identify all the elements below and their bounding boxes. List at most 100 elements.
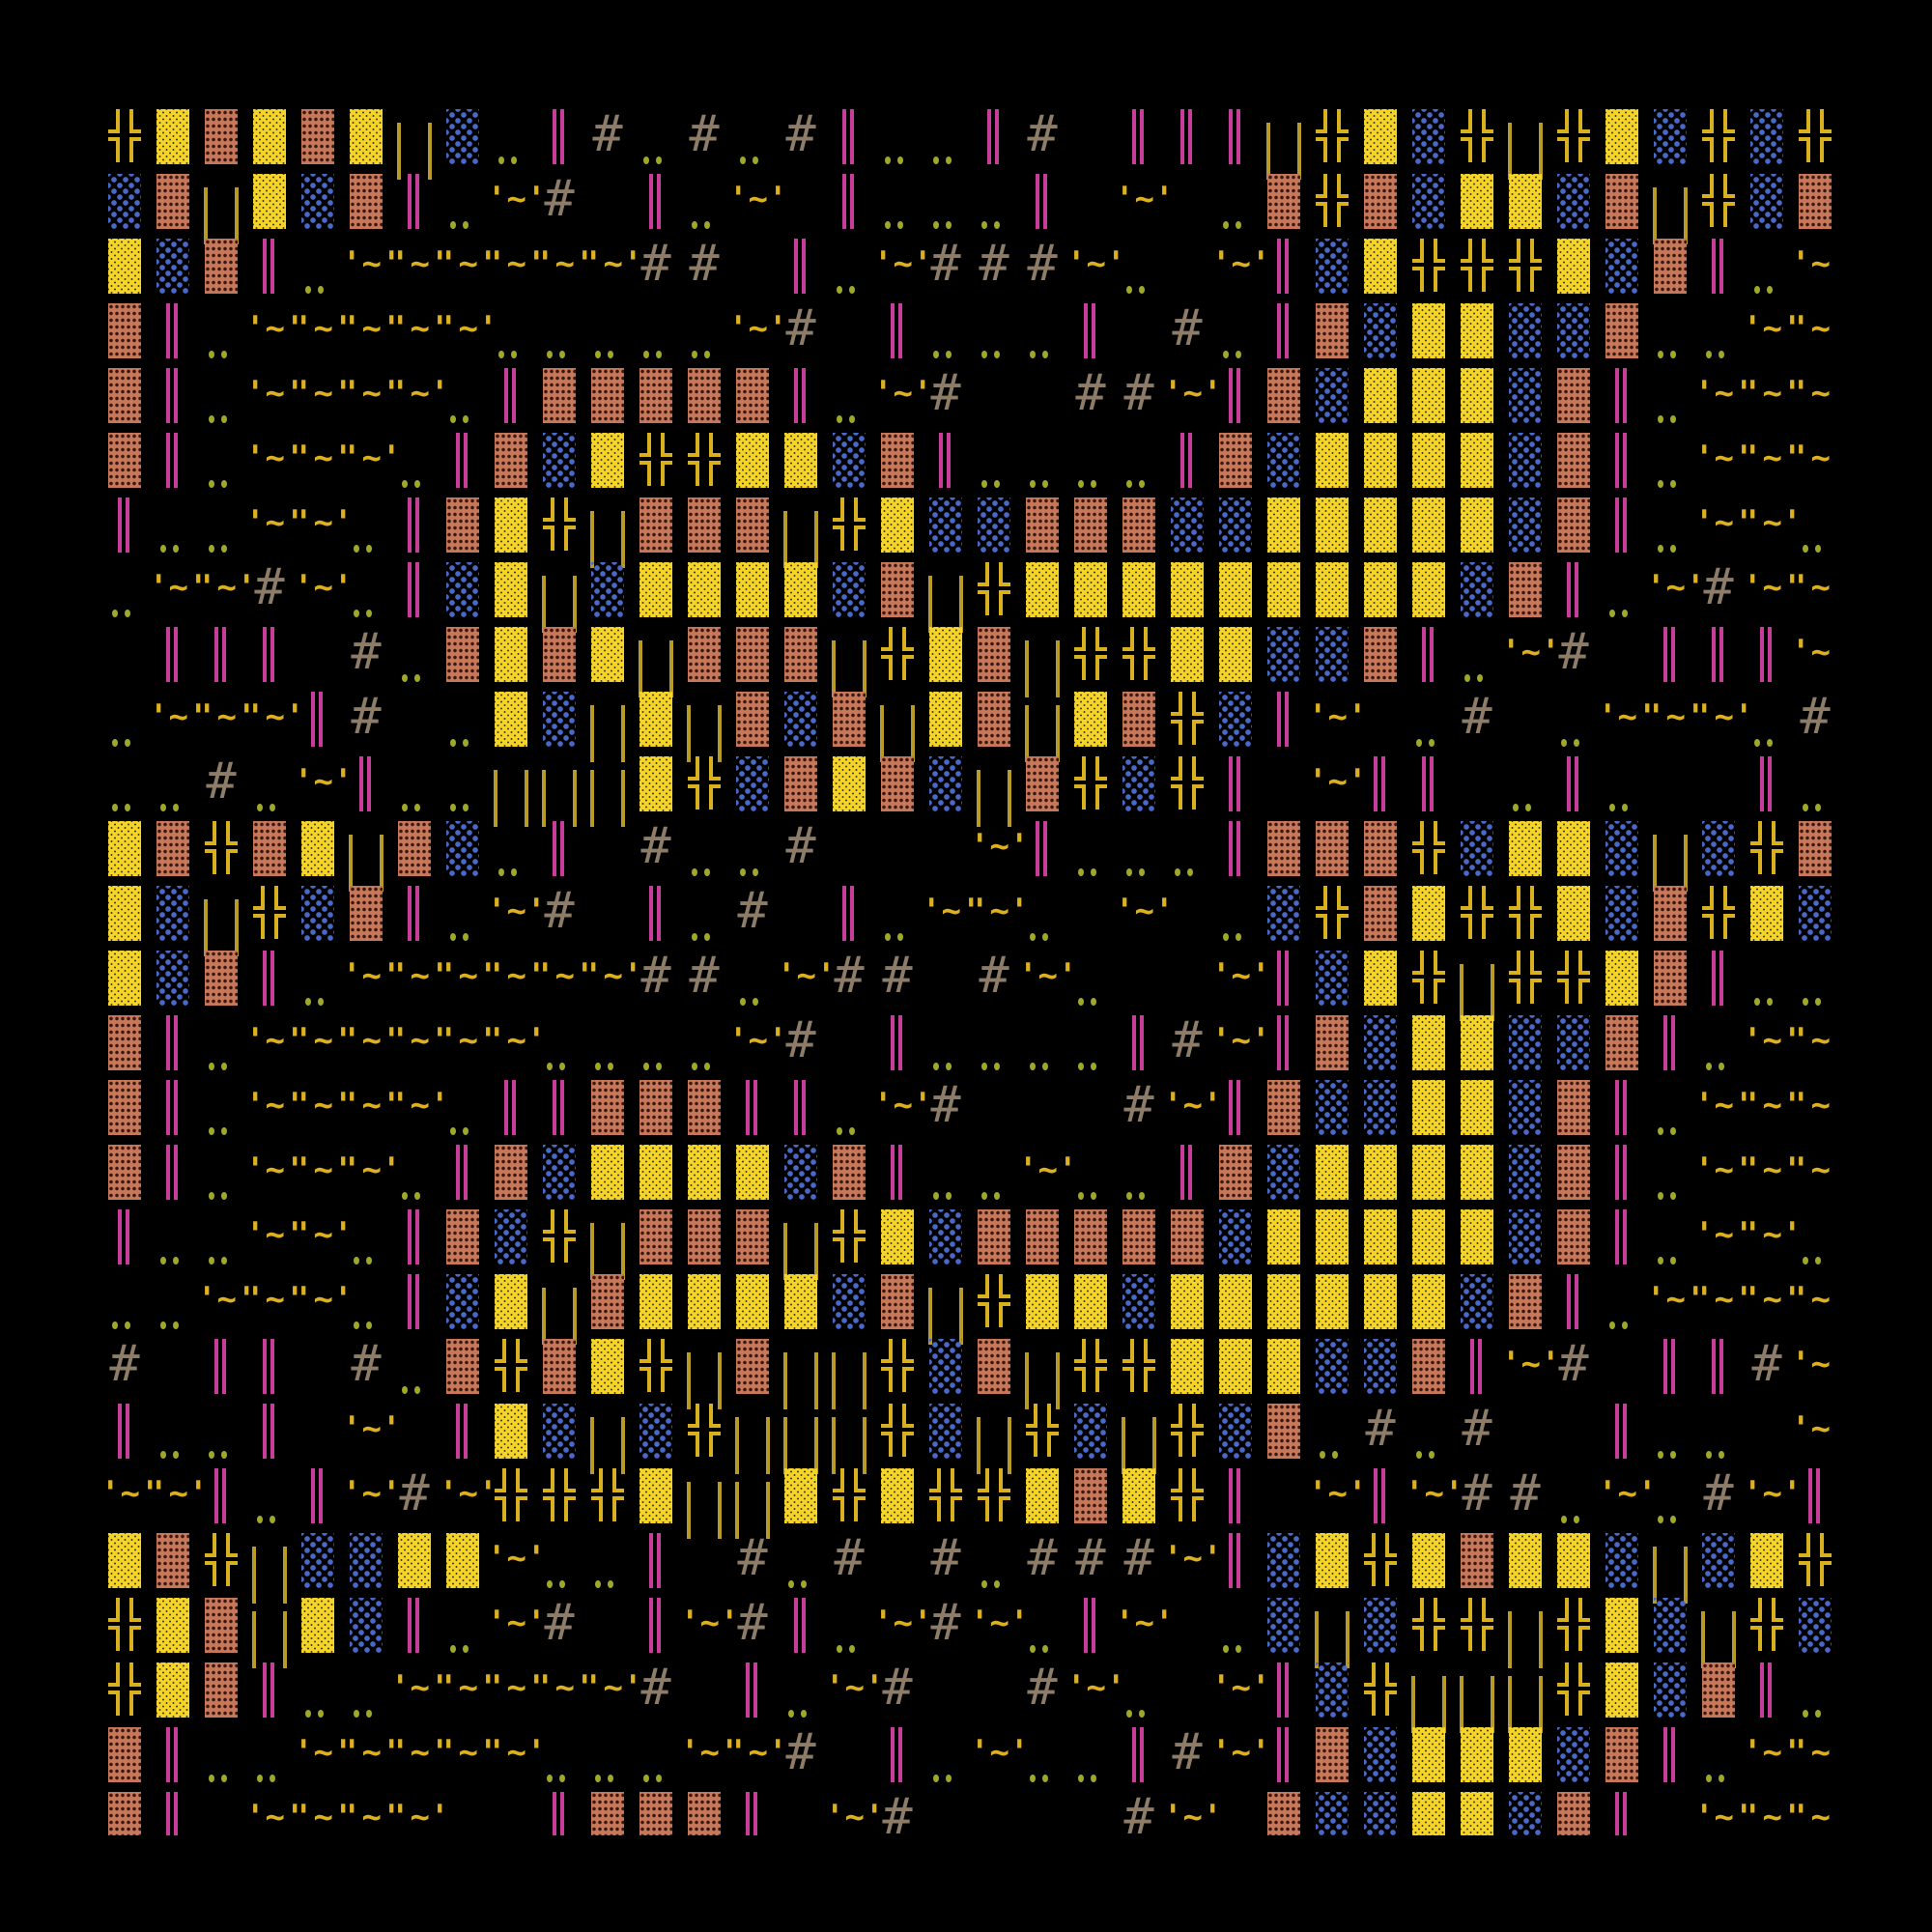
shade-icon [1557,1727,1590,1782]
glyph-dots [149,1398,197,1463]
dots-icon [400,802,429,811]
tilde-icon: '~' [342,1798,402,1835]
shade-icon [1267,1533,1300,1588]
shade-icon [1557,303,1590,358]
glyph-yellow-dot-shade [487,1398,535,1463]
double-bar-icon [263,1339,274,1394]
glyph-tilde: '~' [680,1721,739,1786]
shade-icon [301,821,334,876]
glyph-tilde: '~' [1694,427,1753,492]
dots-icon [1124,478,1153,488]
glyph-olive-bars [197,880,245,956]
glyph-blue-dot-shade [1211,492,1260,556]
double-bar-icon [794,239,806,294]
glyph-double-bar [1211,1074,1260,1139]
tilde-icon: '~' [1018,1151,1078,1189]
glyph-hash: # [632,1657,680,1721]
shade-icon [1316,497,1349,553]
shade-icon [1364,497,1397,553]
glyph-dots [390,1333,439,1398]
dots-icon [400,1190,429,1200]
brick-icon [1219,433,1252,488]
dots-icon [497,867,526,876]
glyph-yellow-dot-shade [1453,427,1501,492]
glyph-double-bar [1115,1721,1163,1786]
glyph-brick-shade [342,880,390,945]
tilde-icon: '~' [487,244,547,283]
dots-icon [400,1384,429,1394]
tilde-icon: '~' [535,1668,595,1707]
glyph-double-bar [1646,621,1694,686]
double-bar-icon [649,174,661,229]
tilde-icon: '~' [439,1021,498,1060]
glyph-double-cross [1405,815,1453,880]
glyph-blank [294,621,342,686]
glyph-blue-dot-shade [439,1268,487,1333]
dots-icon [255,1514,284,1523]
shade-icon [1267,1274,1300,1329]
glyph-brick-shade [342,168,390,233]
glyph-dots [680,880,728,945]
double-bar-icon [1663,627,1675,682]
glyph-blank [149,1333,197,1398]
glyph-hash: # [777,1721,825,1786]
grid-row: '~''~''~''~''~'###'~''~''~''~' [100,362,1835,427]
glyph-hash: # [728,1527,777,1592]
glyph-tilde: '~' [294,1721,353,1786]
glyph-yellow-dot-shade [1163,1333,1211,1398]
glyph-brick-shade [632,1786,680,1835]
brick-icon [253,821,286,876]
glyph-yellow-dot-shade [680,1139,728,1204]
glyph-brick-shade [728,1333,777,1398]
glyph-tilde: '~' [294,1139,353,1204]
glyph-double-bar [1598,362,1646,427]
glyph-yellow-dot-shade [1743,1527,1791,1592]
glyph-brick-shade [535,621,583,686]
glyph-tilde: '~' [342,1463,401,1527]
glyph-double-bar [100,492,149,556]
hash-icon: # [1558,1335,1589,1393]
glyph-double-cross [1549,103,1598,168]
glyph-blue-dot-shade [1211,686,1260,751]
glyph-dots [1646,1463,1694,1527]
tilde-icon: '~' [149,1474,209,1513]
shade-icon [1509,1792,1542,1835]
glyph-double-cross [1308,168,1356,233]
double-bar-icon [408,1274,419,1329]
glyph-tilde: '~' [825,1657,884,1721]
glyph-double-cross [100,1657,149,1721]
glyph-double-cross [197,815,245,880]
glyph-dots [970,1009,1018,1074]
hash-icon: # [1027,1529,1058,1587]
glyph-blue-dot-shade [1598,880,1646,945]
glyph-tilde: '~' [1211,1657,1270,1721]
hash-icon: # [1123,1788,1154,1835]
hash-icon: # [544,170,575,228]
double-bar-icon [311,692,323,747]
shade-icon [881,1209,914,1264]
glyph-double-bar [970,103,1018,168]
glyph-hash: # [873,945,922,1009]
grid-row: '~' # '~' # '~' # '~' '~' [100,1592,1835,1668]
glyph-brick-shade [149,168,197,233]
double-bar-icon [1180,433,1192,488]
glyph-olive-bars [825,1333,873,1409]
glyph-double-bar [487,1074,535,1139]
glyph-tilde: '~' [1018,945,1077,1009]
glyph-double-bar [439,1398,487,1463]
double-bar-icon [842,174,854,229]
glyph-brick-shade [583,1786,632,1835]
glyph-double-bar [1598,1204,1646,1268]
dots-icon [448,1643,477,1653]
glyph-tilde: '~' [390,1074,449,1139]
glyph-blue-dot-shade [1356,1592,1405,1657]
glyph-blank [583,1592,632,1657]
glyph-tilde: '~' [1646,1268,1705,1333]
glyph-tilde: '~' [294,1074,353,1139]
glyph-dots [439,880,487,945]
glyph-blue-dot-shade [294,1527,342,1592]
glyph-double-bar [1260,298,1308,362]
glyph-yellow-dot-shade [1260,556,1308,621]
brick-icon [446,1339,479,1394]
brick-icon [736,368,769,423]
